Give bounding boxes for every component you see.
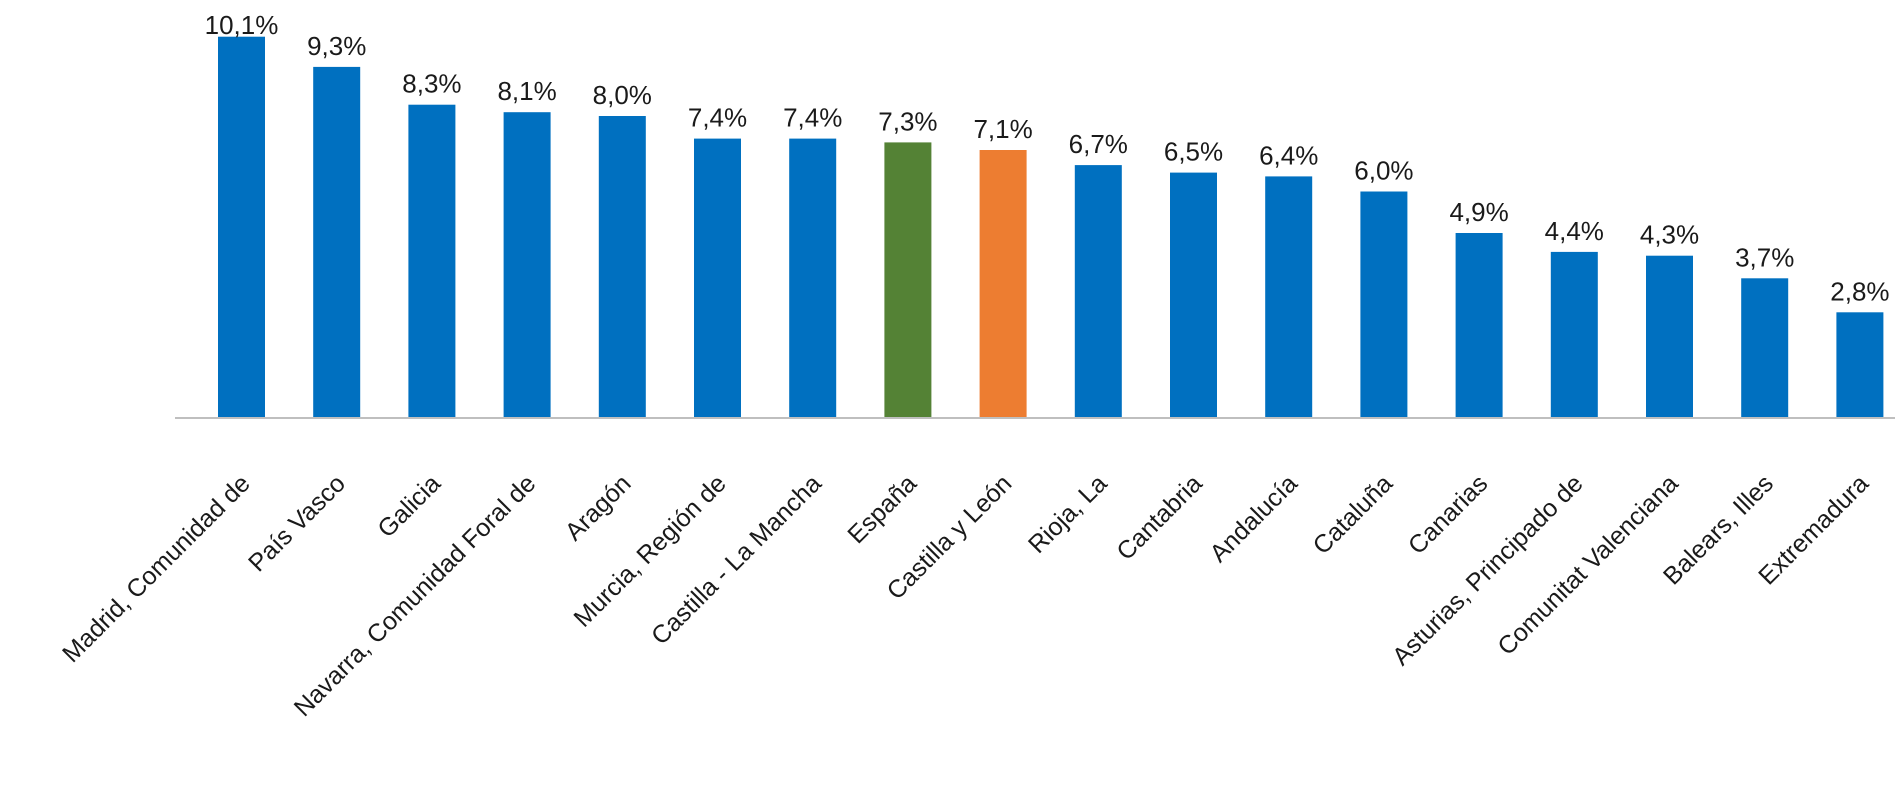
- bar-navarra-comunidad-foral-de: [503, 112, 551, 418]
- bar-castilla-y-leon: [979, 150, 1027, 418]
- value-labels-layer: 10,1% 9,3% 8,3% 8,1% 8,0% 7,4% 7,4% 7,3% 7,1% 6,7…: [205, 10, 1890, 306]
- category-label-pais-vasco: País Vasco: [243, 469, 351, 577]
- category-label-castilla-la-mancha: Castilla - La Mancha: [646, 469, 827, 650]
- bar-comunitat-valenciana: [1646, 255, 1693, 418]
- value-label-asturias-principado-de: 4,4%: [1545, 216, 1604, 246]
- category-label-asturias-principado-de: Asturias, Principado de: [1387, 469, 1589, 671]
- value-label-comunitat-valenciana: 4,3%: [1640, 220, 1699, 250]
- bar-cantabria: [1170, 172, 1217, 418]
- bars-layer: [218, 36, 1884, 419]
- value-label-canarias: 4,9%: [1449, 197, 1508, 227]
- bar-canarias: [1455, 233, 1503, 418]
- bar-rioja-la: [1074, 165, 1122, 418]
- value-label-navarra-comunidad-foral-de: 8,1%: [497, 76, 556, 106]
- bar-asturias-principado-de: [1550, 251, 1598, 418]
- bar-extremadura: [1836, 312, 1884, 418]
- bar-cataluna: [1360, 191, 1408, 418]
- value-label-murcia-region-de: 7,4%: [688, 103, 747, 133]
- bar-castilla-la-mancha: [789, 138, 837, 418]
- value-label-cantabria: 6,5%: [1164, 137, 1223, 167]
- value-label-aragon: 8,0%: [593, 80, 652, 110]
- value-label-balears-illes: 3,7%: [1735, 242, 1794, 272]
- category-label-cantabria: Cantabria: [1111, 469, 1208, 566]
- value-label-cataluna: 6,0%: [1354, 156, 1413, 186]
- value-label-andalucia: 6,4%: [1259, 140, 1318, 170]
- value-label-castilla-la-mancha: 7,4%: [783, 103, 842, 133]
- category-label-espana: España: [842, 469, 922, 549]
- bar-madrid-comunidad-de: [218, 36, 265, 418]
- value-label-galicia: 8,3%: [402, 69, 461, 99]
- bar-murcia-region-de: [694, 138, 741, 418]
- category-label-cataluna: Cataluña: [1308, 469, 1399, 560]
- value-label-madrid-comunidad-de: 10,1%: [205, 10, 279, 40]
- category-label-galicia: Galicia: [372, 469, 446, 543]
- category-label-canarias: Canarias: [1403, 469, 1494, 560]
- value-label-rioja-la: 6,7%: [1069, 129, 1128, 159]
- category-label-andalucia: Andalucía: [1205, 469, 1303, 567]
- value-label-castilla-y-leon: 7,1%: [973, 114, 1032, 144]
- category-label-aragon: Aragón: [560, 469, 637, 546]
- bar-andalucia: [1265, 176, 1313, 418]
- category-label-comunitat-valenciana: Comunitat Valenciana: [1492, 469, 1684, 661]
- bar-espana: [884, 142, 932, 418]
- category-label-rioja-la: Rioja, La: [1023, 469, 1113, 559]
- value-label-pais-vasco: 9,3%: [307, 31, 366, 61]
- bar-balears-illes: [1741, 278, 1789, 418]
- value-label-extremadura: 2,8%: [1830, 276, 1889, 306]
- category-label-madrid-comunidad-de: Madrid, Comunidad de: [57, 469, 256, 668]
- value-label-espana: 7,3%: [878, 106, 937, 136]
- bar-aragon: [598, 116, 646, 418]
- bar-pais-vasco: [313, 66, 361, 419]
- bar-galicia: [408, 104, 456, 418]
